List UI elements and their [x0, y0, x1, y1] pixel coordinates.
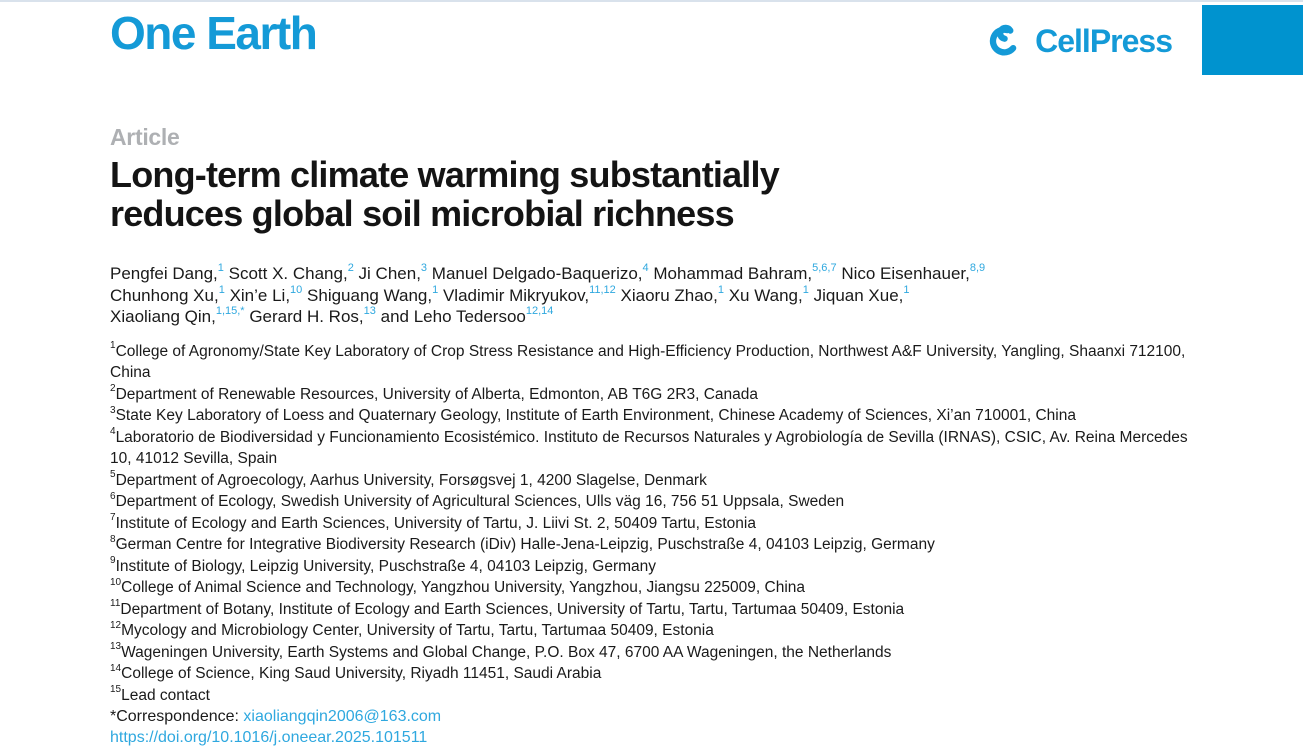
author-name: and Leho Tedersoo [380, 307, 526, 326]
affiliation-number: 5 [110, 469, 116, 481]
doi-link[interactable]: https://doi.org/10.1016/j.oneear.2025.10… [110, 729, 428, 746]
author-name: Shiguang Wang, [307, 285, 433, 305]
author-affiliation-ref: 5,6,7 [812, 262, 837, 275]
author-affiliation-ref: 1 [432, 283, 439, 296]
affiliation-block: 1College of Agronomy/State Key Laborator… [110, 341, 1200, 707]
corner-accent-box [1202, 5, 1303, 75]
author-affiliation-ref: 8,9 [969, 262, 986, 275]
author-line: Chunhong Xu,1 Xin’e Li,10 Shiguang Wang,… [110, 283, 1200, 307]
author-affiliation-ref: 4 [642, 262, 649, 275]
title-line-2: reduces global soil microbial richness [110, 193, 735, 234]
affiliation-item: 6Department of Ecology, Swedish Universi… [110, 490, 845, 510]
affiliation-number: 11 [110, 598, 121, 610]
author-name: Manuel Delgado-Baquerizo, [431, 264, 643, 283]
affiliation-item: 7Institute of Ecology and Earth Sciences… [110, 512, 756, 532]
author-affiliation-ref: 11,12 [589, 283, 616, 296]
article-header: Article Long-term climate warming substa… [110, 124, 1200, 748]
author-name: Xin’e Li, [229, 285, 291, 305]
affiliation-item: 8German Centre for Integrative Biodivers… [110, 533, 935, 553]
affiliation-item: 3State Key Laboratory of Loess and Quate… [110, 404, 1076, 424]
affiliation-item: 5Department of Agroecology, Aarhus Unive… [110, 469, 707, 489]
cellpress-swirl-icon [984, 20, 1028, 62]
affiliation-number: 3 [110, 404, 116, 416]
author-affiliation-ref: 1 [217, 262, 224, 275]
journal-logo: One Earth [110, 7, 318, 59]
author-name: Jiquan Xue, [813, 285, 904, 305]
author-affiliation-ref: 1 [218, 283, 225, 296]
affiliation-item: 12Mycology and Microbiology Center, Univ… [110, 619, 714, 639]
affiliation-number: 13 [110, 641, 122, 653]
affiliation-number: 9 [110, 555, 116, 567]
affiliation-number: 6 [110, 490, 116, 502]
affiliation-number: 1 [110, 340, 116, 352]
affiliation-number: 12 [110, 619, 122, 631]
top-rule [0, 0, 1303, 2]
article-title: Long-term climate warming substantially r… [110, 155, 1200, 233]
author-name: Ji Chen, [358, 264, 421, 283]
author-name: Chunhong Xu, [110, 285, 219, 305]
affiliation-item: 9Institute of Biology, Leipzig Universit… [110, 555, 657, 575]
affiliation-item: 13Wageningen University, Earth Systems a… [110, 641, 892, 661]
affiliation-number: 10 [110, 576, 122, 588]
author-name: Pengfei Dang, [110, 264, 218, 283]
author-name: Nico Eisenhauer, [841, 264, 970, 283]
publisher-logo: CellPress [984, 20, 1173, 62]
affiliation-item: 1College of Agronomy/State Key Laborator… [110, 340, 1186, 381]
affiliation-number: 14 [110, 662, 122, 674]
doi-line: https://doi.org/10.1016/j.oneear.2025.10… [110, 727, 1200, 748]
masthead: One Earth CellPress [0, 2, 1303, 98]
affiliation-number: 7 [110, 512, 116, 524]
author-affiliation-ref: 13 [363, 305, 376, 318]
affiliation-number: 4 [110, 426, 116, 438]
author-block: Pengfei Dang,1 Scott X. Chang,2 Ji Chen,… [110, 263, 1200, 328]
author-affiliation-ref: 1 [717, 283, 724, 296]
affiliation-number: 2 [110, 383, 116, 395]
article-type-label: Article [110, 124, 180, 150]
affiliation-item: 11Department of Botany, Institute of Eco… [110, 598, 905, 618]
author-affiliation-ref: 12,14 [525, 305, 554, 318]
affiliation-number: 15 [110, 684, 122, 696]
correspondence-label: *Correspondence: [110, 708, 244, 725]
publisher-name: CellPress [1035, 22, 1173, 59]
author-affiliation-ref: 2 [347, 262, 354, 275]
author-name: Vladimir Mikryukov, [442, 285, 590, 305]
author-name: Mohammad Bahram, [653, 264, 813, 283]
affiliation-item: 10College of Animal Science and Technolo… [110, 576, 806, 596]
author-name: Xiaoru Zhao, [620, 285, 718, 305]
author-affiliation-ref: 10 [290, 283, 303, 296]
affiliation-item: 4Laboratorio de Biodiversidad y Funciona… [110, 426, 1188, 467]
author-name: Xiaoliang Qin, [110, 307, 216, 326]
author-affiliation-ref: 1 [903, 283, 910, 296]
title-line-1: Long-term climate warming substantially [110, 154, 780, 195]
correspondence-line: *Correspondence: xiaoliangqin2006@163.co… [110, 706, 1200, 727]
affiliation-number: 8 [110, 533, 116, 545]
author-name: Scott X. Chang, [228, 264, 348, 283]
author-name: Xu Wang, [728, 285, 803, 305]
author-name: Gerard H. Ros, [249, 307, 364, 326]
author-line: Pengfei Dang,1 Scott X. Chang,2 Ji Chen,… [110, 263, 1200, 285]
author-affiliation-ref: 3 [420, 262, 428, 275]
affiliation-item: 14College of Science, King Saud Universi… [110, 662, 602, 682]
affiliation-item: 2Department of Renewable Resources, Univ… [110, 383, 759, 403]
author-affiliation-ref: 1,15,* [215, 305, 245, 318]
author-affiliation-ref: 1 [802, 283, 809, 296]
correspondence-email-link[interactable]: xiaoliangqin2006@163.com [243, 708, 442, 725]
author-line: Xiaoliang Qin,1,15,* Gerard H. Ros,13 an… [110, 306, 1200, 328]
affiliation-item: 15Lead contact [110, 684, 210, 704]
